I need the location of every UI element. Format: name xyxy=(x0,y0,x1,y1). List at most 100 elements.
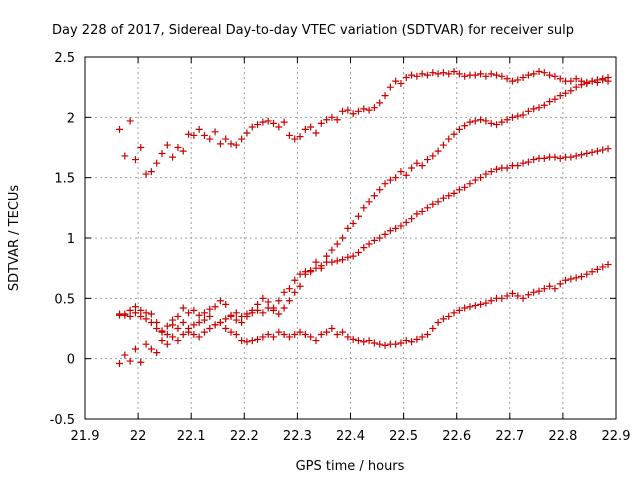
data-point xyxy=(296,328,304,336)
data-point xyxy=(190,306,198,314)
x-tick-label: 22.4 xyxy=(336,429,365,444)
data-point xyxy=(206,312,214,320)
data-point xyxy=(604,74,612,82)
data-point xyxy=(535,287,543,295)
data-point xyxy=(163,322,171,330)
data-point xyxy=(397,80,405,88)
data-point xyxy=(503,292,511,300)
data-point xyxy=(232,331,240,339)
data-point xyxy=(556,92,564,100)
data-point xyxy=(556,154,564,162)
data-point xyxy=(402,74,410,82)
data-point xyxy=(429,200,437,208)
data-point xyxy=(323,252,331,260)
data-points xyxy=(116,67,612,367)
data-point xyxy=(524,158,532,166)
data-point xyxy=(429,325,437,332)
data-point xyxy=(498,72,506,80)
x-tick-labels: 21.9 22 22.1 22.2 22.3 22.4 22.5 22.6 22.7 22.8 22… xyxy=(71,429,631,444)
data-point xyxy=(556,75,564,83)
data-point xyxy=(408,215,416,223)
data-point xyxy=(153,325,161,332)
data-point xyxy=(349,220,357,228)
data-point xyxy=(349,335,357,343)
data-point xyxy=(508,113,516,121)
data-point xyxy=(195,318,203,326)
data-point xyxy=(466,180,474,188)
data-point xyxy=(206,305,214,313)
data-point xyxy=(402,218,410,226)
data-point xyxy=(328,246,336,254)
data-point xyxy=(317,262,325,270)
data-point xyxy=(455,70,463,78)
y-tick-labels: -0.5 0 0.5 1 1.5 2 2.5 xyxy=(50,51,75,428)
data-point xyxy=(323,328,331,336)
data-point xyxy=(381,92,389,100)
data-point xyxy=(270,119,278,127)
data-point xyxy=(190,331,198,339)
data-point xyxy=(392,224,400,232)
data-point xyxy=(386,83,394,91)
data-point xyxy=(211,303,219,311)
data-point xyxy=(551,95,559,103)
data-point xyxy=(142,340,150,348)
data-point xyxy=(413,210,421,218)
data-point xyxy=(354,107,362,115)
data-point xyxy=(147,310,155,318)
data-point xyxy=(291,135,299,143)
y-tick-label: 1.5 xyxy=(54,172,75,187)
data-point xyxy=(445,135,453,143)
data-point xyxy=(259,118,267,126)
data-point xyxy=(418,207,426,215)
data-point xyxy=(445,312,453,320)
data-point xyxy=(450,67,458,75)
data-point xyxy=(572,152,580,160)
data-point xyxy=(238,337,246,345)
x-tick-label: 22 xyxy=(130,429,147,444)
data-point xyxy=(413,335,421,343)
data-point xyxy=(503,164,511,172)
data-point xyxy=(376,234,384,242)
data-point xyxy=(418,70,426,78)
data-point xyxy=(264,117,272,125)
data-point xyxy=(264,298,272,306)
data-point xyxy=(206,135,214,143)
data-point xyxy=(546,98,554,106)
data-point xyxy=(227,328,235,336)
data-point xyxy=(339,107,347,115)
data-point xyxy=(588,148,596,156)
data-point xyxy=(280,118,288,126)
data-point xyxy=(243,310,251,318)
data-point xyxy=(222,325,230,332)
data-point xyxy=(142,315,150,323)
x-tick-label: 22.1 xyxy=(177,429,206,444)
data-point xyxy=(524,107,532,115)
data-point xyxy=(222,300,230,308)
data-point xyxy=(535,67,543,75)
data-point xyxy=(344,333,352,341)
data-point xyxy=(232,316,240,324)
data-point xyxy=(248,306,256,314)
data-point xyxy=(482,170,490,178)
data-point xyxy=(291,331,299,339)
data-point xyxy=(200,131,208,139)
data-point xyxy=(572,83,580,91)
data-point xyxy=(317,119,325,127)
data-point xyxy=(360,338,368,346)
data-point xyxy=(487,70,495,78)
data-point xyxy=(540,154,548,162)
data-point xyxy=(285,333,293,341)
x-tick-label: 22.8 xyxy=(548,429,577,444)
data-point xyxy=(339,234,347,242)
data-point xyxy=(445,192,453,200)
data-point xyxy=(583,150,591,158)
data-point xyxy=(599,263,607,271)
data-point xyxy=(280,288,288,296)
data-point xyxy=(413,159,421,167)
data-point xyxy=(477,174,485,182)
data-point xyxy=(445,70,453,78)
data-point xyxy=(163,141,171,149)
data-point xyxy=(285,131,293,139)
data-point xyxy=(158,150,166,158)
data-point xyxy=(137,306,145,314)
